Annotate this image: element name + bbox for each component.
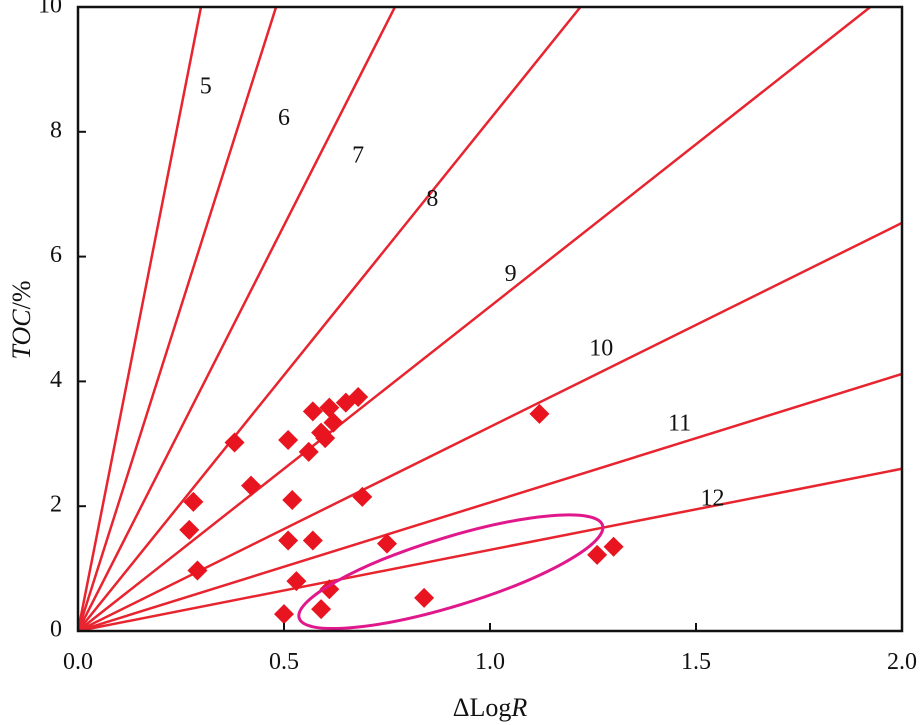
data-point-1 <box>179 519 200 540</box>
data-point-26 <box>587 544 608 565</box>
iso-line-11 <box>78 372 902 631</box>
iso-line-label-6: 6 <box>278 105 290 131</box>
y-tick-label-4: 4 <box>50 367 62 393</box>
data-point-27 <box>603 536 624 557</box>
iso-line-label-5: 5 <box>200 74 212 100</box>
data-point-4 <box>224 432 245 453</box>
data-point-8 <box>278 430 299 451</box>
data-point-15 <box>311 599 332 620</box>
data-points-group <box>179 387 624 625</box>
data-point-9 <box>282 489 303 510</box>
data-point-25 <box>529 403 550 424</box>
data-point-16 <box>315 428 336 449</box>
data-point-12 <box>302 401 323 422</box>
y-axis-title: TOC/% <box>7 281 36 360</box>
iso-line-label-11: 11 <box>668 411 691 437</box>
data-point-23 <box>377 533 397 554</box>
iso-line-6 <box>78 7 278 631</box>
iso-line-10 <box>78 221 902 631</box>
x-tick-label-1.5: 1.5 <box>681 649 711 675</box>
iso-lines-group <box>78 7 902 631</box>
y-tick-label-0: 0 <box>50 617 62 643</box>
data-point-10 <box>286 571 307 592</box>
data-point-6 <box>274 604 294 625</box>
axis-ticks-group: 0.0 0.5 1.0 1.5 2.0 0 2 4 6 8 10 <box>38 0 917 675</box>
iso-line-label-10: 10 <box>589 336 613 362</box>
iso-line-label-9: 9 <box>505 261 517 287</box>
data-point-11 <box>298 441 319 462</box>
y-tick-label-10: 10 <box>38 0 62 19</box>
data-point-19 <box>323 412 344 433</box>
iso-line-12 <box>78 467 902 631</box>
iso-line-9 <box>78 7 872 631</box>
iso-line-label-12: 12 <box>700 485 724 511</box>
plot-frame <box>76 5 904 633</box>
data-point-17 <box>319 397 340 418</box>
data-point-22 <box>352 486 373 507</box>
y-tick-label-6: 6 <box>50 242 62 268</box>
highlight-ellipse <box>297 513 605 631</box>
x-tick-label-1.0: 1.0 <box>475 649 505 675</box>
data-point-2 <box>183 491 204 512</box>
iso-line-labels-group: 5 6 7 8 9 10 11 12 <box>200 74 725 512</box>
y-tick-label-2: 2 <box>50 492 62 518</box>
data-point-21 <box>348 387 369 407</box>
data-point-7 <box>278 530 299 551</box>
x-tick-label-2.0: 2.0 <box>887 649 917 675</box>
y-tick-label-8: 8 <box>50 117 62 143</box>
data-point-3 <box>187 560 208 581</box>
data-point-24 <box>414 587 435 608</box>
highlight-ellipse-group <box>297 513 605 631</box>
x-tick-label-0.0: 0.0 <box>63 649 93 675</box>
iso-line-7 <box>78 7 397 631</box>
data-point-5 <box>241 475 262 496</box>
iso-line-label-8: 8 <box>426 186 438 212</box>
iso-line-label-7: 7 <box>352 142 364 168</box>
iso-line-8 <box>78 7 582 631</box>
x-axis-title: ΔLogR <box>453 693 528 722</box>
data-point-13 <box>302 530 323 551</box>
x-tick-label-0.5: 0.5 <box>269 649 299 675</box>
iso-line-5 <box>78 7 203 631</box>
